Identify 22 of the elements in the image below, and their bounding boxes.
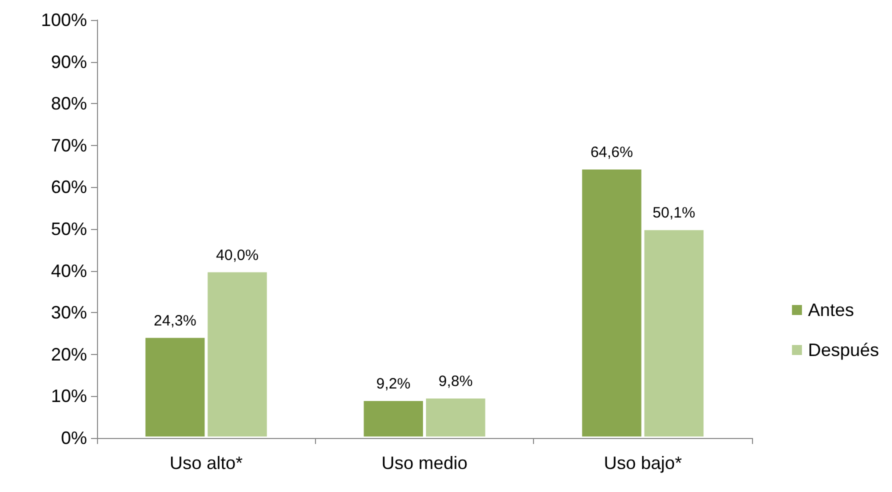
y-tick-label: 50%: [50, 219, 87, 239]
legend-label: Antes: [808, 300, 854, 320]
y-tick-label: 60%: [50, 177, 87, 198]
data-label: 50,1%: [652, 204, 696, 222]
data-label: 9,2%: [376, 376, 410, 393]
y-tick-label: 40%: [50, 260, 87, 281]
data-label: 24,3%: [154, 312, 196, 330]
y-tick-label: 0%: [60, 428, 87, 448]
data-label: 9,8%: [438, 373, 473, 390]
legend-label: Después: [808, 340, 880, 360]
x-tick-label: Uso medio: [381, 453, 468, 473]
y-tick-label: 80%: [50, 94, 87, 114]
data-label: 64,6%: [590, 144, 633, 161]
y-tick-label: 100%: [40, 10, 87, 30]
data-label: 40,0%: [216, 246, 259, 264]
y-tick-label: 20%: [50, 344, 87, 364]
y-tick-label: 90%: [50, 52, 87, 72]
x-tick-label: Uso bajo*: [604, 453, 682, 473]
y-tick-label: 10%: [50, 386, 87, 406]
y-tick-label: 70%: [50, 135, 87, 156]
y-tick-label: 30%: [50, 302, 87, 323]
x-tick-label: Uso alto*: [170, 453, 243, 473]
